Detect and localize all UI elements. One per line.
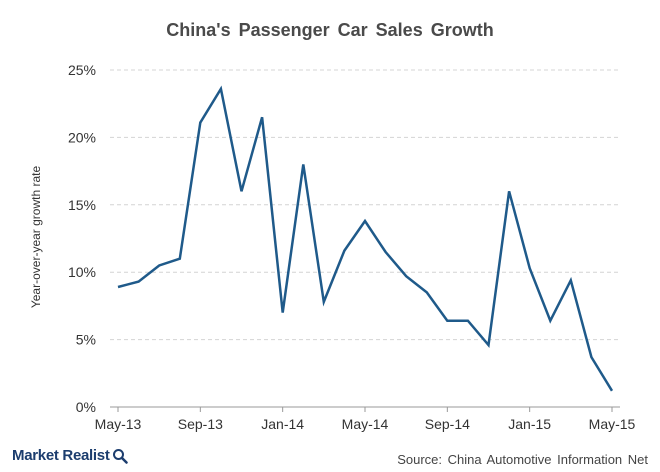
- x-tick-label: May-14: [342, 416, 389, 432]
- x-tick-label: Sep-13: [178, 416, 223, 432]
- brand-logo: Market Realist: [12, 447, 128, 464]
- chart-title: China's Passenger Car Sales Growth: [166, 20, 494, 40]
- y-tick-label: 20%: [68, 129, 96, 145]
- x-tick-labels: May-13 Sep-13 Jan-14 May-14 Sep-14 Jan-15 May-…: [95, 416, 636, 432]
- brand-name: Market Realist: [12, 447, 110, 464]
- grid-layer: [110, 69, 620, 341]
- x-tick-label: Jan-15: [508, 416, 551, 432]
- axis-layer: [110, 406, 620, 412]
- x-tick-label: Jan-14: [261, 416, 304, 432]
- y-tick-label: 10%: [68, 264, 96, 280]
- x-tick-label: Sep-14: [425, 416, 470, 432]
- series-layer: [117, 85, 614, 392]
- source-note: Source: China Automotive Information Net: [397, 452, 648, 467]
- y-tick-label: 0%: [76, 399, 96, 415]
- x-tick-label: May-15: [589, 416, 636, 432]
- y-axis-label: Year-over-year growth rate: [29, 166, 43, 309]
- x-tick-label: May-13: [95, 416, 142, 432]
- y-tick-label: 25%: [68, 62, 96, 78]
- series-line: [117, 85, 614, 392]
- y-tick-label: 15%: [68, 197, 96, 213]
- magnifier-icon: [112, 448, 128, 464]
- y-tick-label: 5%: [76, 332, 96, 348]
- y-tick-labels: 0% 5% 10% 15% 20% 25%: [68, 62, 96, 415]
